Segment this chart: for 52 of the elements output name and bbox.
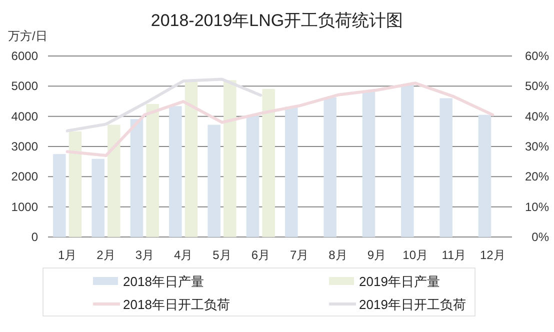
y-tick-label: 5000: [11, 79, 38, 94]
y2-tick-label: 10%: [524, 200, 550, 214]
x-tick-label: 6月: [251, 248, 270, 262]
bar: [68, 131, 82, 237]
x-tick-label: 9月: [367, 248, 386, 262]
x-tick-label: 1月: [58, 248, 77, 262]
legend-label: 2018年日开工负荷: [123, 297, 230, 312]
x-tick-label: 12月: [480, 248, 506, 262]
y-tick-label: 2000: [11, 170, 38, 184]
y2-tick-label: 50%: [524, 79, 550, 94]
y-tick-label: 3000: [11, 140, 38, 154]
legend-label: 2018年日产量: [123, 274, 204, 289]
bar: [401, 84, 414, 237]
legend-label: 2019年日开工负荷: [359, 297, 466, 312]
bar: [362, 92, 376, 237]
y2-tick-label: 60%: [524, 49, 550, 63]
y-tick-label: 4000: [11, 109, 38, 124]
bar: [285, 106, 298, 237]
bar: [184, 82, 198, 237]
line-series: [66, 82, 494, 158]
y2-tick-label: 0%: [532, 230, 550, 244]
bar: [262, 88, 275, 237]
y-tick-label: 1000: [11, 200, 38, 214]
y2-tick-label: 20%: [524, 170, 550, 184]
chart-title: 2018-2019年LNG开工负荷统计图: [150, 11, 404, 30]
bar: [53, 154, 66, 237]
x-tick-label: 3月: [135, 248, 154, 262]
x-tick-label: 10月: [402, 248, 428, 262]
bar: [108, 124, 120, 237]
x-tick-label: 8月: [328, 248, 348, 262]
bar: [130, 119, 144, 237]
bar: [169, 106, 182, 237]
y-tick-label: 0: [31, 230, 38, 244]
y-tick-label: 6000: [11, 49, 38, 63]
bar: [440, 98, 452, 237]
x-tick-label: 2月: [96, 248, 116, 262]
bar: [146, 104, 159, 237]
bar: [478, 114, 492, 237]
bar: [224, 80, 236, 237]
bar: [324, 97, 336, 237]
x-tick-label: 5月: [212, 248, 232, 262]
x-tick-label: 4月: [174, 248, 193, 262]
x-tick-label: 11月: [442, 248, 466, 262]
legend-label: 2019年日产量: [359, 274, 440, 289]
x-tick-label: 7月: [290, 248, 309, 262]
bar: [208, 124, 220, 237]
bar: [92, 158, 104, 237]
bar: [246, 116, 260, 237]
y-axis-title: 万方/日: [8, 29, 48, 43]
line-series: [66, 78, 262, 132]
y2-tick-label: 40%: [524, 109, 550, 124]
y2-tick-label: 30%: [524, 140, 550, 154]
